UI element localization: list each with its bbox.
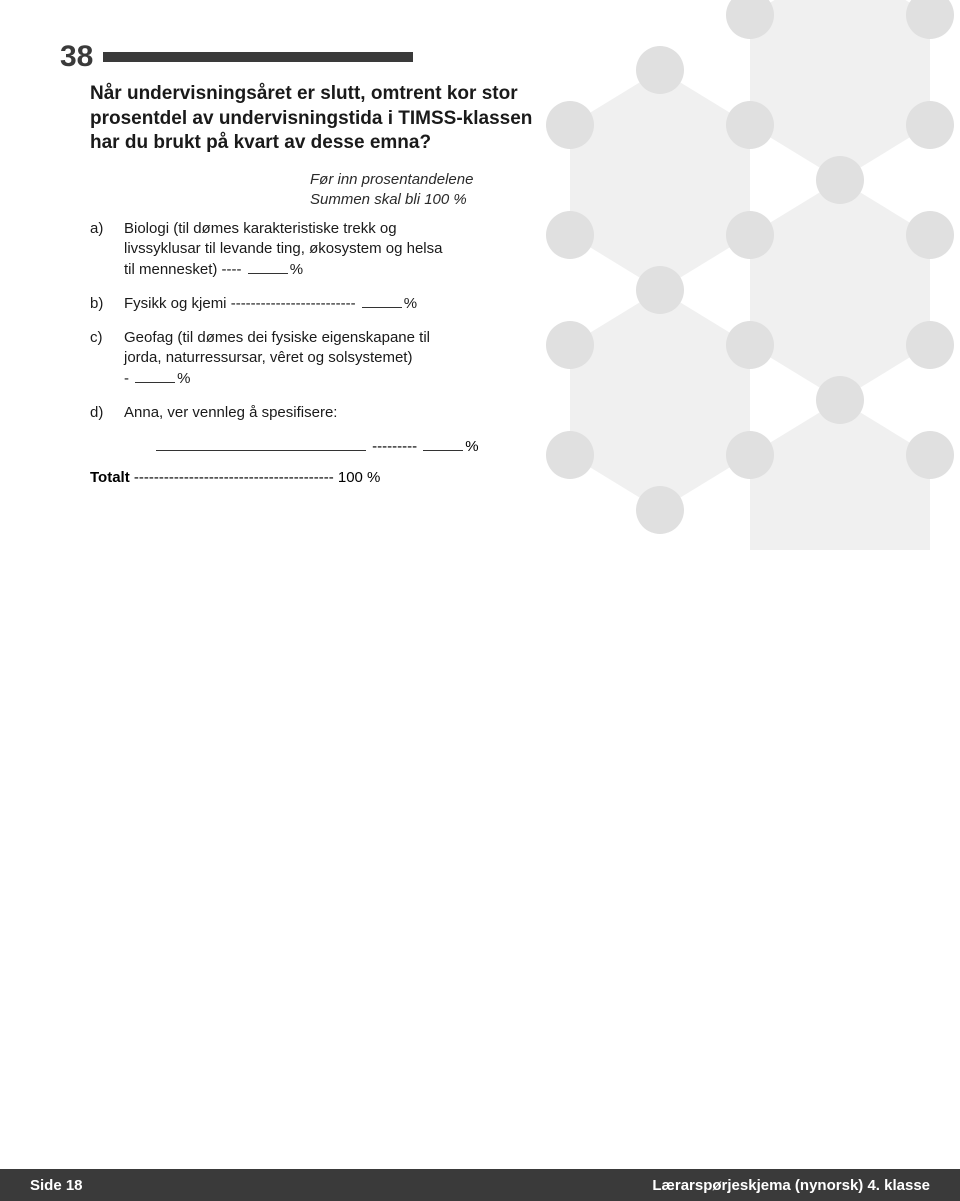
question-number-bar	[103, 52, 413, 62]
item-a-suffix: %	[290, 261, 303, 278]
page-footer: Side 18 Lærarspørjeskjema (nynorsk) 4. k…	[0, 1169, 960, 1201]
item-d-text: Anna, ver vennleg å spesifisere:	[124, 404, 337, 421]
footer-right: Lærarspørjeskjema (nynorsk) 4. klasse	[652, 1177, 930, 1194]
item-c-blank[interactable]	[135, 369, 175, 383]
question-items: a) Biologi (til dømes karakteristiske tr…	[90, 219, 900, 455]
item-b-dashes: -------------------------	[227, 295, 360, 312]
footer-left: Side 18	[30, 1177, 83, 1194]
item-d-spec-dashes: ---------	[368, 438, 421, 455]
question-instruction: Før inn prosentandelene Summen skal bli …	[310, 170, 900, 209]
item-b-text: Fysikk og kjemi	[124, 295, 227, 312]
item-d-specify-blank[interactable]	[156, 437, 366, 451]
question-block: 38 Når undervisningsåret er slutt, omtre…	[0, 0, 960, 486]
item-c: c) Geofag (til dømes dei fysiske eigensk…	[90, 328, 900, 389]
item-d-specify-line: --------- %	[154, 437, 900, 455]
item-d-suffix: %	[465, 438, 478, 455]
total-line: Totalt ---------------------------------…	[90, 469, 900, 486]
item-d-percent-blank[interactable]	[423, 437, 463, 451]
item-d: d) Anna, ver vennleg å spesifisere:	[90, 403, 900, 423]
question-title: Når undervisningsåret er slutt, omtrent …	[90, 82, 540, 156]
total-label: Totalt	[90, 469, 130, 486]
item-b-label: b)	[90, 294, 124, 314]
item-a-label: a)	[90, 219, 124, 239]
item-c-suffix: %	[177, 370, 190, 387]
item-c-text: Geofag (til dømes dei fysiske eigenskapa…	[124, 329, 430, 366]
question-number: 38	[60, 40, 93, 74]
total-value: 100 %	[338, 469, 381, 486]
item-a-dashes: ----	[217, 261, 245, 278]
item-a-blank[interactable]	[248, 260, 288, 274]
item-a: a) Biologi (til dømes karakteristiske tr…	[90, 219, 900, 280]
item-d-label: d)	[90, 403, 124, 423]
item-c-dashes: -	[124, 370, 133, 387]
instruction-line-1: Før inn prosentandelene	[310, 171, 473, 188]
item-b: b) Fysikk og kjemi ---------------------…	[90, 294, 900, 314]
question-number-row: 38	[60, 40, 900, 74]
total-dashes: ----------------------------------------	[130, 469, 338, 486]
item-b-suffix: %	[404, 295, 417, 312]
item-b-blank[interactable]	[362, 294, 402, 308]
item-c-label: c)	[90, 328, 124, 348]
instruction-line-2: Summen skal bli 100 %	[310, 191, 467, 208]
